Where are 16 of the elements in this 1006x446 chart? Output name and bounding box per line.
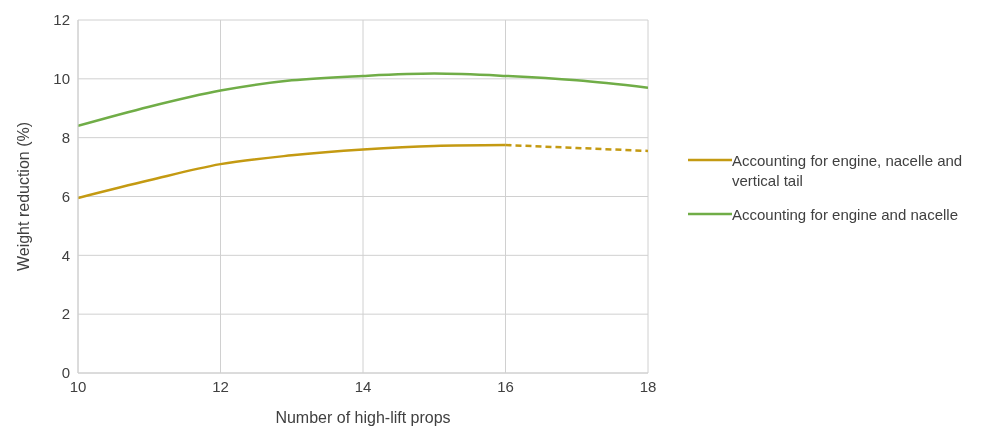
y-tick-label: 0 (61, 364, 70, 382)
x-tick-label: 16 (497, 377, 514, 395)
y-tick-label: 2 (61, 305, 70, 323)
x-axis-title: Number of high-lift props (275, 409, 451, 426)
y-tick-label: 12 (53, 11, 70, 29)
y-tick-label: 10 (53, 70, 70, 88)
y-tick-label: 8 (61, 128, 70, 146)
line-series (78, 72, 648, 128)
x-tick-label: 12 (212, 377, 229, 395)
x-tick-label: 18 (639, 377, 657, 395)
legend-label: Accounting for engine and nacelle (732, 205, 958, 225)
legend-label: Accounting for engine, nacelle and vertical tail (732, 151, 964, 191)
y-tick-label: 4 (61, 246, 70, 264)
y-tick-label: 6 (61, 187, 70, 205)
x-tick-label: 14 (354, 377, 372, 395)
y-axis-title: Weight reduction (%) (14, 121, 32, 272)
